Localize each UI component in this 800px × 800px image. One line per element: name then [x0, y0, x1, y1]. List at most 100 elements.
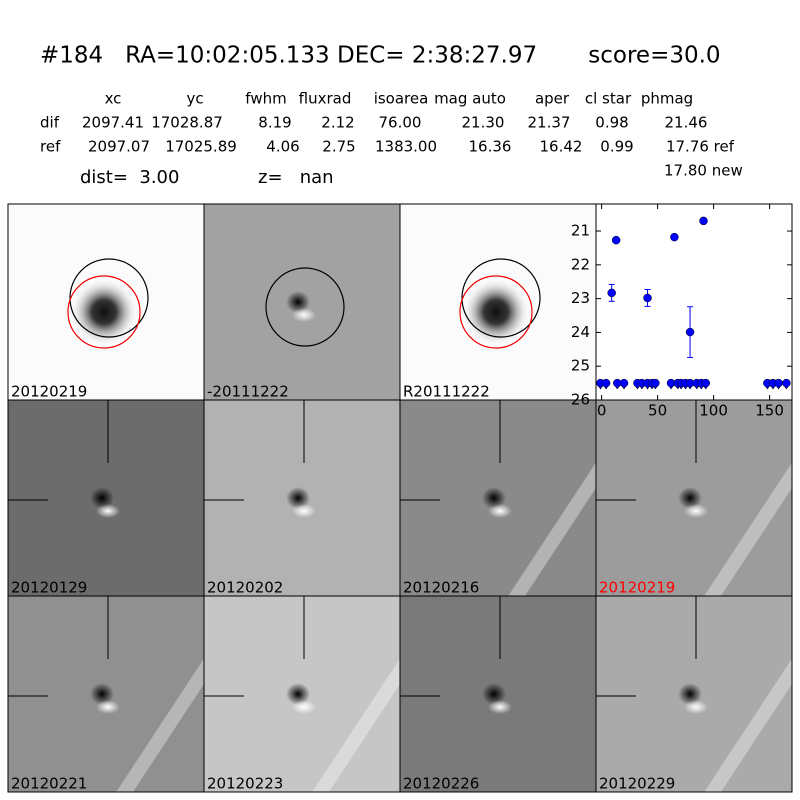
table-cell: 16.42: [540, 138, 583, 156]
column-header: cl star: [585, 90, 632, 108]
residual: [488, 504, 512, 518]
y-tick-label: 23: [571, 289, 590, 307]
residual: [678, 487, 702, 509]
row-label: ref: [40, 138, 61, 156]
column-header: yc: [186, 90, 203, 108]
residual: [684, 700, 708, 714]
table-cell: 2.12: [321, 114, 354, 132]
table-cell: 21.46: [665, 114, 708, 132]
point: [611, 235, 621, 245]
stamp: 20120221: [7, 595, 205, 793]
redshift: z= nan: [258, 167, 334, 188]
table: xc yc fwhm fluxrad isoarea mag auto aper cl sta…: [40, 90, 735, 156]
column-header: mag auto: [434, 90, 506, 108]
residual: [482, 683, 506, 705]
table-cell: 16.36: [469, 138, 512, 156]
stamp-image: [596, 400, 792, 596]
stamp: -20111222: [203, 203, 401, 401]
table-cell: 0.98: [595, 114, 628, 132]
table-cell: 4.06: [266, 138, 299, 156]
table-cell: 2097.41: [82, 114, 144, 132]
stamp: 20120219: [595, 399, 793, 597]
plot-area: [595, 203, 793, 401]
table-cell: 76.00: [379, 114, 422, 132]
aperture: [265, 267, 345, 347]
streak: [704, 462, 792, 596]
stamp-label: 20120216: [403, 579, 479, 597]
residual: [292, 504, 316, 518]
point: [685, 327, 695, 337]
source: [70, 278, 138, 346]
source: [462, 278, 530, 346]
point: [699, 216, 708, 226]
stamp-label: R20111222: [403, 383, 490, 401]
point: [619, 378, 629, 388]
point: [774, 378, 783, 388]
column-header: xc: [105, 90, 122, 108]
streak: [704, 658, 792, 792]
stamp: 20120219: [7, 203, 205, 401]
stamp-label: -20111222: [207, 383, 289, 401]
title: #184 RA=10:02:05.133 DEC= 2:38:27.97 sco…: [40, 43, 721, 69]
residual: [292, 700, 316, 714]
row-label: dif: [40, 114, 60, 132]
residual: [678, 683, 702, 705]
stamp-image: [8, 596, 204, 792]
y-tick-label: 26: [571, 391, 590, 409]
aperture: [69, 258, 149, 338]
x-tick-label: 150: [755, 402, 784, 420]
stamp-frame: [595, 595, 793, 793]
residual: [90, 683, 114, 705]
column-header: isoarea: [374, 90, 429, 108]
x-tick-label: 50: [648, 402, 667, 420]
residual: [684, 504, 708, 518]
table-cell: 21.30: [462, 114, 505, 132]
stamp: 20120216: [399, 399, 597, 597]
stamp-image: [596, 596, 792, 792]
stamps: 20120219 -20111222 R20111222 20120129 201202…: [7, 203, 793, 793]
stamp: 20120202: [203, 399, 401, 597]
residual: [488, 700, 512, 714]
light-curve: 21 22 23 24 25 26 0 50 100 150: [571, 203, 793, 420]
y-tick-label: 21: [571, 222, 590, 240]
point: [651, 378, 660, 388]
point: [670, 232, 679, 242]
stamp-label: 20120229: [599, 775, 675, 793]
table-cell: 17025.89: [165, 138, 237, 156]
residual: [286, 291, 310, 313]
stamp-label: 20120219: [11, 383, 87, 401]
x-tick-label: 100: [699, 402, 728, 420]
x-tick-label: 0: [597, 402, 607, 420]
streak: [116, 658, 204, 792]
residual: [96, 700, 120, 714]
point: [607, 288, 616, 298]
table-cell: 0.99: [600, 138, 633, 156]
stamp: 20120129: [7, 399, 205, 597]
y-tick-label: 22: [571, 255, 590, 273]
table-cell: 21.37: [528, 114, 571, 132]
residual: [292, 308, 316, 322]
point: [701, 378, 711, 388]
stamp-image: [400, 204, 596, 400]
stamp: 20120223: [203, 595, 401, 793]
streak: [508, 462, 596, 596]
column-header: fwhm: [245, 90, 286, 108]
stamp-image: [204, 400, 400, 596]
table-cell: 1383.00: [375, 138, 437, 156]
stamp-image: [8, 400, 204, 596]
point: [782, 378, 791, 388]
stamp-label: 20120221: [11, 775, 87, 793]
residual: [90, 487, 114, 509]
aperture: [459, 275, 533, 349]
stamp-image: [400, 400, 596, 596]
column-header: phmag: [641, 90, 693, 108]
stamp: 20120226: [399, 595, 597, 793]
table-cell: 2097.07: [88, 138, 150, 156]
aperture: [67, 275, 141, 349]
residual: [286, 487, 310, 509]
y-tick-label: 25: [571, 357, 590, 375]
column-header: fluxrad: [299, 90, 352, 108]
table-cell: 17028.87: [151, 114, 223, 132]
stamp-label: 20120223: [207, 775, 283, 793]
